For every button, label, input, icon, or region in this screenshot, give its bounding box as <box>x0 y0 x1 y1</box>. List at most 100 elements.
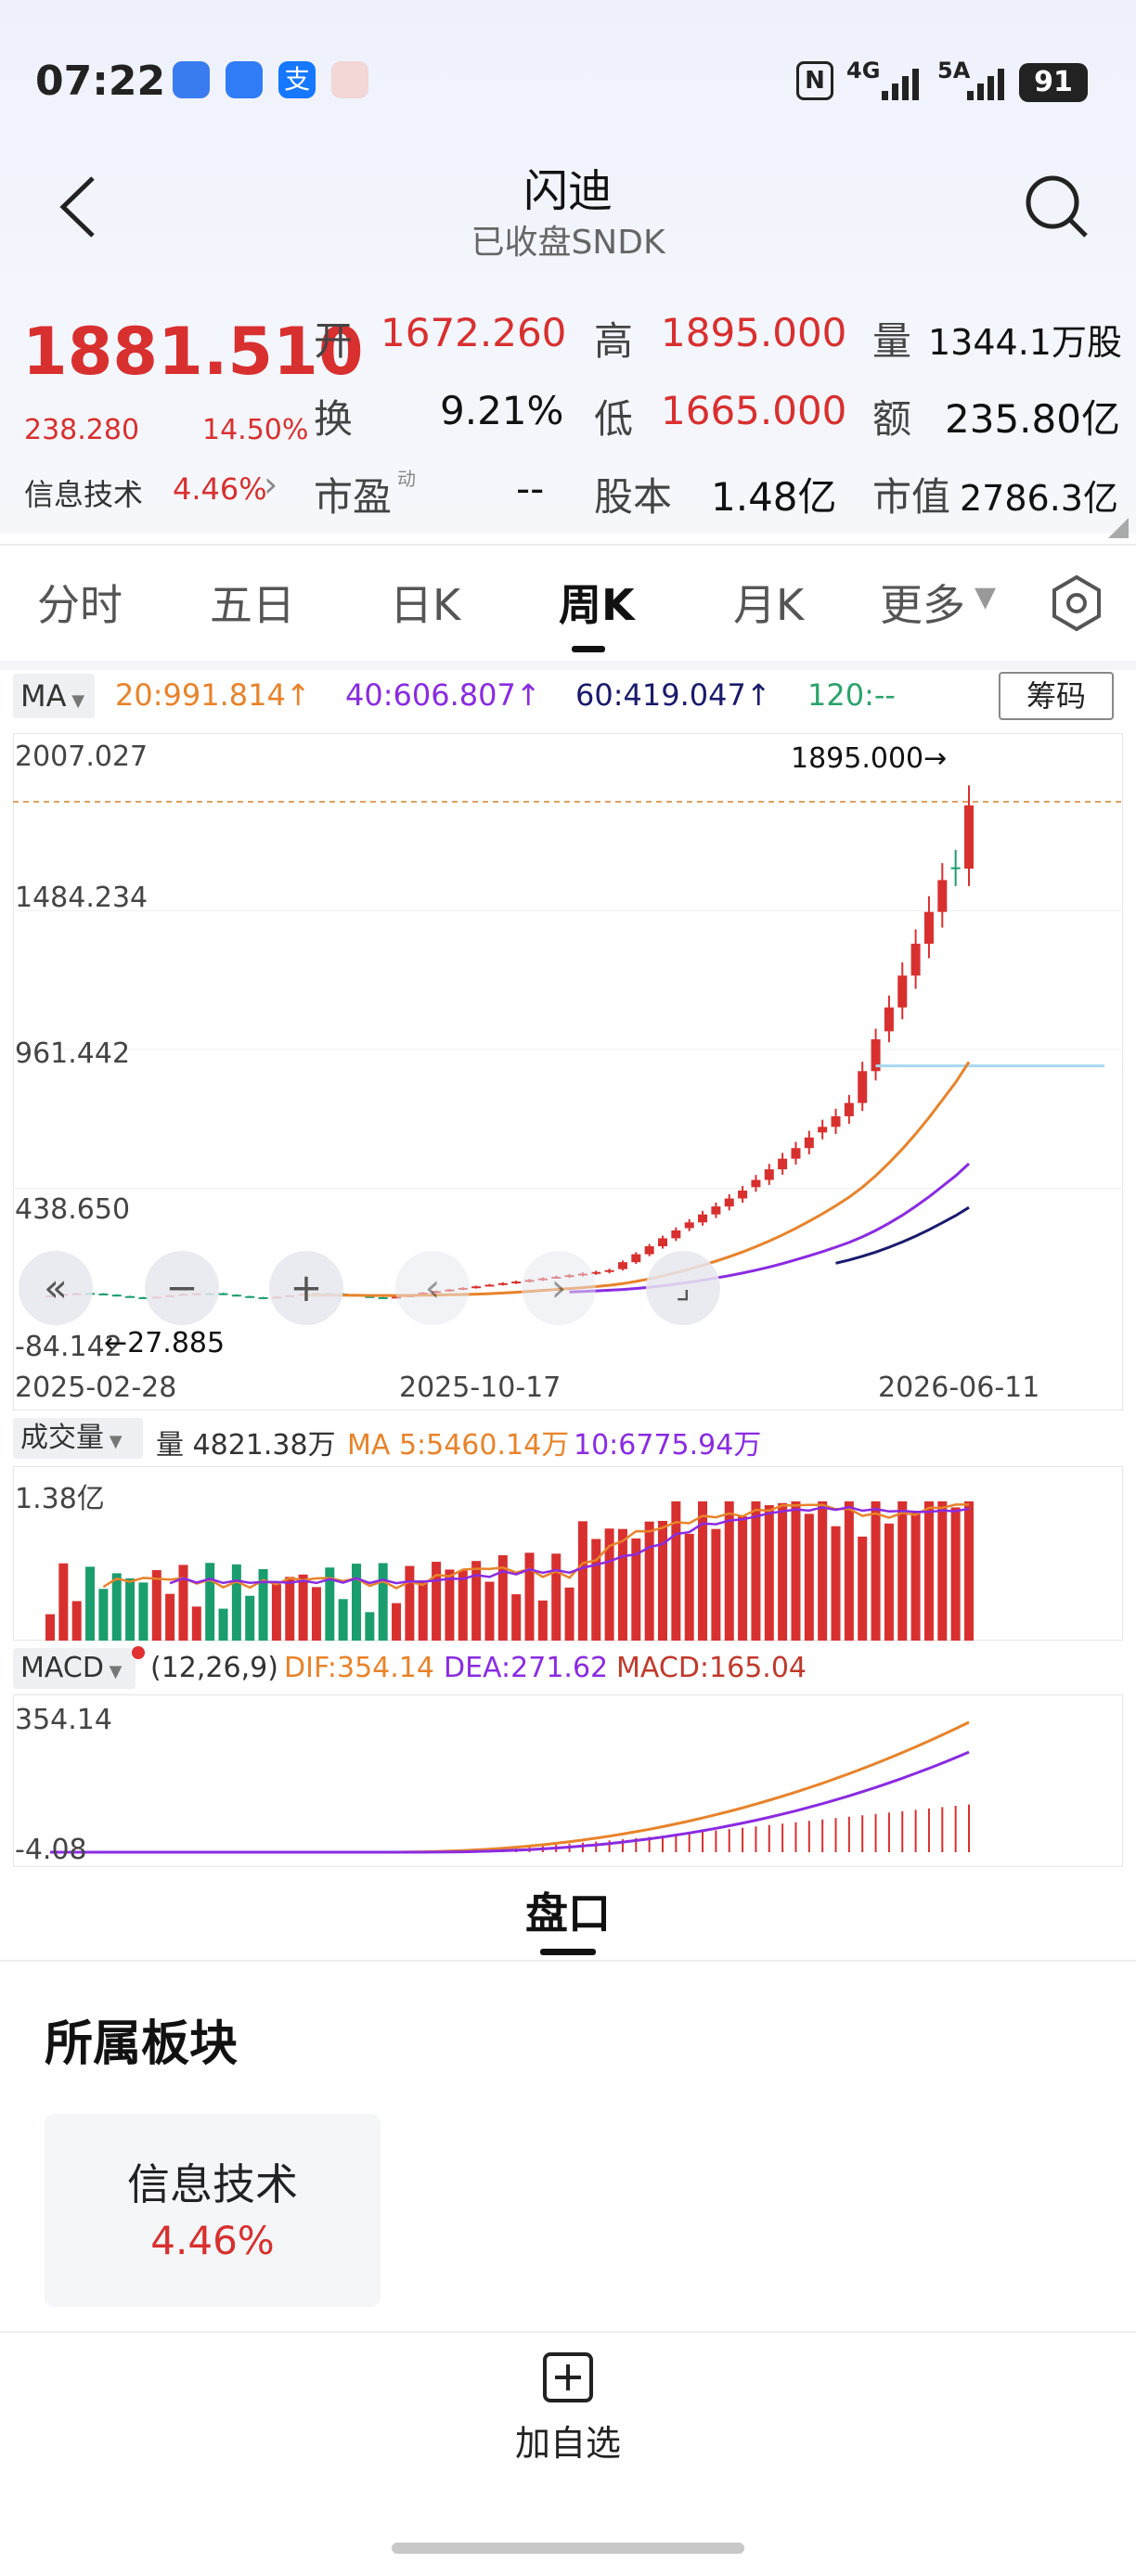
volume-bar <box>871 1501 881 1641</box>
price-change: 238.280 <box>24 414 140 446</box>
volume-bar <box>511 1594 522 1641</box>
candle-body <box>711 1206 721 1215</box>
volume-bar <box>910 1511 921 1641</box>
candle-body <box>778 1158 788 1170</box>
pe-label: 市盈 <box>314 474 393 520</box>
candle-body <box>631 1254 641 1263</box>
home-indicator[interactable] <box>392 2543 744 2554</box>
volume-selector[interactable]: 成交量 ▼ <box>13 1418 143 1459</box>
volume-bar <box>392 1603 402 1641</box>
volume-bar <box>858 1536 868 1641</box>
period-high-label: 1895.000→ <box>791 742 948 775</box>
mcap-label: 市值 <box>872 474 951 520</box>
volume-bar <box>684 1533 694 1641</box>
volume-bar <box>551 1553 562 1641</box>
volume-bar <box>151 1570 161 1641</box>
candle-body <box>98 1293 109 1295</box>
candle-body <box>644 1246 654 1255</box>
volume-bar <box>537 1600 548 1641</box>
chips-button[interactable]: 筹码 <box>999 672 1114 720</box>
macd-dea: DEA:271.62 <box>444 1652 609 1684</box>
add-watchlist-button[interactable]: 加自选 <box>501 2351 635 2464</box>
volume-bar <box>245 1595 255 1641</box>
volume-bar <box>897 1501 908 1641</box>
volume-bar <box>631 1538 641 1641</box>
volume-selector-label: 成交量 <box>20 1422 104 1454</box>
volume-bar <box>778 1502 788 1641</box>
candle-body <box>138 1296 148 1299</box>
open-value: 1672.260 <box>381 310 567 355</box>
candle-body <box>511 1282 522 1284</box>
volume-bar <box>497 1554 508 1641</box>
candle-body <box>218 1293 228 1295</box>
expand-corner-icon[interactable] <box>1108 518 1129 538</box>
volume-bar <box>378 1563 388 1641</box>
scroll-left-button[interactable]: « <box>19 1251 93 1325</box>
price-axis-label: -84.142 <box>15 1331 123 1363</box>
volume-bar <box>524 1552 535 1641</box>
sector-name[interactable]: 信息技术 <box>24 477 144 512</box>
network-4g: 4G <box>846 58 881 84</box>
back-arrow-icon[interactable] <box>56 173 102 241</box>
volume-bar <box>577 1521 587 1641</box>
tab-monthly-k[interactable]: 月K <box>733 580 805 630</box>
tab-more[interactable]: 更多 <box>880 580 965 630</box>
volume-bar <box>58 1563 69 1641</box>
mcap-value: 2786.3亿 <box>960 478 1118 519</box>
macd-chart[interactable] <box>13 1694 1123 1867</box>
tab-five-day[interactable]: 五日 <box>210 580 295 630</box>
ma-selector-label: MA <box>20 678 67 714</box>
candle-body <box>604 1269 614 1272</box>
volume-bar <box>471 1561 482 1641</box>
volume-bar <box>445 1569 455 1641</box>
zoom-out-button[interactable]: − <box>145 1251 219 1325</box>
candle-body <box>858 1071 868 1103</box>
price-axis-label: 961.442 <box>15 1037 131 1070</box>
candle-body <box>937 880 948 912</box>
prev-button[interactable]: ‹ <box>395 1251 470 1325</box>
volume-ma5-legend: MA 5:5460.14万 <box>347 1429 570 1462</box>
next-button[interactable]: › <box>522 1251 596 1325</box>
sector-pct[interactable]: 4.46% <box>173 471 267 507</box>
ma-selector[interactable]: MA ▼ <box>13 674 95 718</box>
settings-hexagon-icon[interactable] <box>1047 573 1106 633</box>
macd-selector[interactable]: MACD ▼ <box>13 1648 136 1689</box>
candle-body <box>231 1294 241 1297</box>
volume-bar <box>831 1526 841 1641</box>
tab-intraday[interactable]: 分时 <box>37 580 123 630</box>
volume-bar <box>617 1528 627 1641</box>
date-axis-label: 2025-02-28 <box>15 1372 177 1404</box>
candle-body <box>751 1179 761 1188</box>
candle-body <box>871 1038 881 1072</box>
shield-icon <box>226 61 264 98</box>
candle-body <box>111 1294 122 1297</box>
more-dropdown-icon[interactable]: ▼ <box>975 581 997 613</box>
volume-axis-top: 1.38亿 <box>15 1483 105 1515</box>
volume-bar <box>71 1601 82 1641</box>
candle-body <box>471 1286 482 1289</box>
handicap-title[interactable]: 盘口 <box>525 1888 611 1938</box>
volume-ma10-line <box>169 1505 970 1585</box>
ma20-legend: 20:991.814↑ <box>115 677 311 713</box>
high-label: 高 <box>594 318 634 364</box>
sector-card-name: 信息技术 <box>127 2159 298 2209</box>
volume-bar <box>564 1587 574 1641</box>
macd-axis-bottom: -4.08 <box>15 1834 87 1866</box>
signal-icon <box>882 69 919 100</box>
sector-card[interactable]: 信息技术 4.46% <box>45 2114 381 2307</box>
tabs-divider <box>0 544 1136 546</box>
volume-bar <box>698 1501 708 1641</box>
low-value: 1665.000 <box>661 388 847 433</box>
volume-bar <box>338 1599 348 1641</box>
volume-bar <box>791 1501 801 1641</box>
volume-bar <box>352 1564 361 1641</box>
candle-body <box>245 1295 255 1298</box>
tab-daily-k[interactable]: 日K <box>390 580 461 630</box>
zoom-in-button[interactable]: + <box>269 1251 343 1325</box>
volume-chart[interactable] <box>13 1466 1123 1641</box>
price-axis-label: 1484.234 <box>15 882 148 914</box>
search-icon[interactable] <box>1021 171 1091 241</box>
tab-weekly-k[interactable]: 周K <box>559 580 635 630</box>
fullscreen-icon[interactable]: ⌟ <box>646 1251 720 1325</box>
chevron-right-icon[interactable]: › <box>264 464 278 505</box>
